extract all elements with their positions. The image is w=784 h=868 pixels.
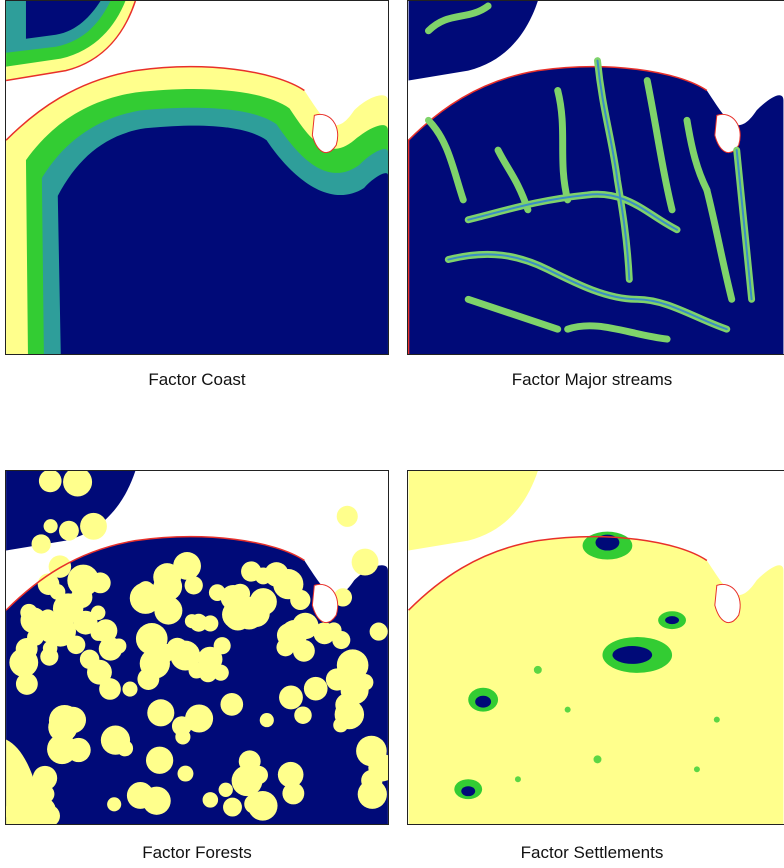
forests-map-graphic <box>6 471 388 824</box>
caption-factor-coast: Factor Coast <box>148 370 246 389</box>
caption-factor-major-streams: Factor Major streams <box>511 370 673 389</box>
settlements-map-graphic <box>408 471 784 824</box>
map-factor-major-streams <box>407 0 784 355</box>
caption-factor-settlements: Factor Settlements <box>520 843 664 862</box>
caption-factor-forests: Factor Forests <box>142 843 252 862</box>
map-factor-forests <box>5 470 389 825</box>
map-factor-settlements <box>407 470 784 825</box>
streams-map-graphic <box>408 1 784 354</box>
coast-map-graphic <box>6 1 388 354</box>
map-factor-coast <box>5 0 389 355</box>
